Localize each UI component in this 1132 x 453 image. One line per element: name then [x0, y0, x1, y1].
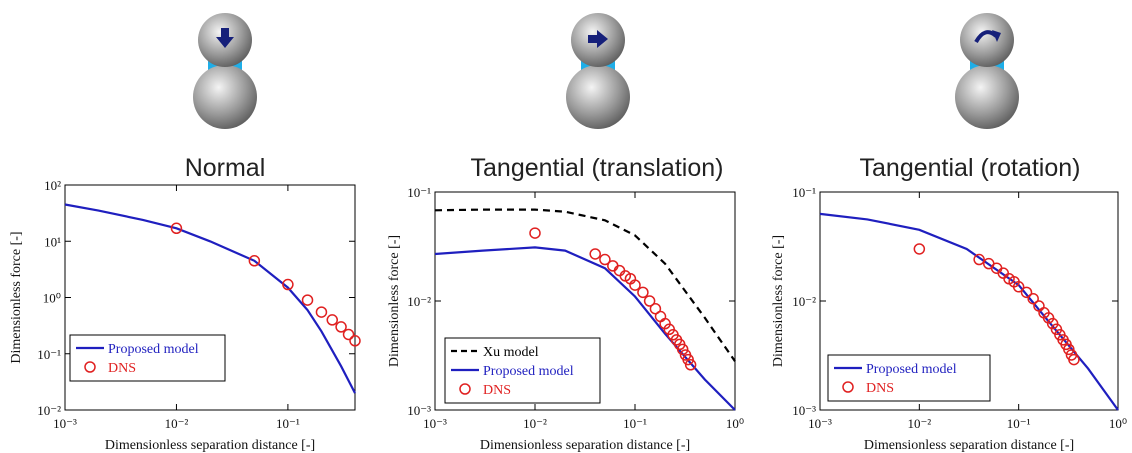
- data-point: [344, 329, 354, 339]
- data-point: [316, 307, 326, 317]
- x-tick-label: 10⁻²: [165, 416, 189, 431]
- legend: Proposed model DNS: [70, 335, 225, 381]
- data-point: [638, 287, 648, 297]
- legend-label: Proposed model: [866, 362, 957, 377]
- legend: Xu model Proposed model DNS: [445, 338, 600, 403]
- chart-title: Tangential (rotation): [860, 154, 1081, 182]
- x-tick-label: 10⁻¹: [623, 416, 647, 431]
- x-axis-label: Dimensionless separation distance [-]: [864, 438, 1074, 453]
- data-point: [530, 228, 540, 238]
- x-tick-label: 10⁻¹: [276, 416, 300, 431]
- legend-label: DNS: [866, 381, 894, 396]
- x-tick-label: 10⁻³: [423, 416, 447, 431]
- data-point: [914, 244, 924, 254]
- legend-label: Proposed model: [108, 342, 199, 357]
- legend-label: DNS: [483, 383, 511, 398]
- y-tick-label: 10⁻²: [792, 294, 816, 309]
- data-point: [327, 315, 337, 325]
- figure: Normal Dimensionless separation distance …: [0, 0, 1132, 453]
- icon-translation: [566, 13, 630, 129]
- y-tick-label: 10⁻¹: [407, 185, 431, 200]
- y-tick-label: 10⁻²: [407, 294, 431, 309]
- y-tick-label: 10⁻¹: [37, 347, 61, 362]
- legend: Proposed model DNS: [828, 355, 990, 401]
- chart-title: Tangential (translation): [471, 154, 724, 182]
- y-tick-label: 10⁰: [43, 291, 61, 306]
- x-axis-label: Dimensionless separation distance [-]: [480, 438, 690, 453]
- y-tick-label: 10²: [44, 178, 61, 193]
- x-tick-label: 10⁻¹: [1007, 416, 1031, 431]
- x-tick-label: 10⁰: [1109, 416, 1127, 431]
- x-tick-label: 10⁻³: [53, 416, 77, 431]
- y-tick-label: 10⁻³: [792, 403, 816, 418]
- y-axis-label: Dimensionless force [-]: [9, 231, 24, 363]
- x-tick-label: 10⁻³: [808, 416, 832, 431]
- data-point: [590, 249, 600, 259]
- legend-label: DNS: [108, 361, 136, 376]
- x-axis-label: Dimensionless separation distance [-]: [105, 438, 315, 453]
- y-axis-label: Dimensionless force [-]: [771, 235, 786, 367]
- x-tick-label: 10⁰: [726, 416, 744, 431]
- chart-title: Normal: [185, 154, 266, 182]
- y-tick-label: 10¹: [44, 234, 61, 249]
- legend-label: Xu model: [483, 345, 539, 360]
- y-tick-label: 10⁻¹: [792, 185, 816, 200]
- y-tick-label: 10⁻³: [407, 403, 431, 418]
- icon-rotation: [955, 13, 1019, 129]
- y-axis-label: Dimensionless force [-]: [387, 235, 402, 367]
- y-tick-label: 10⁻²: [37, 403, 61, 418]
- data-point: [656, 312, 666, 322]
- data-point: [303, 295, 313, 305]
- x-tick-label: 10⁻²: [523, 416, 547, 431]
- x-tick-label: 10⁻²: [907, 416, 931, 431]
- icon-normal: [193, 13, 257, 129]
- legend-label: Proposed model: [483, 364, 574, 379]
